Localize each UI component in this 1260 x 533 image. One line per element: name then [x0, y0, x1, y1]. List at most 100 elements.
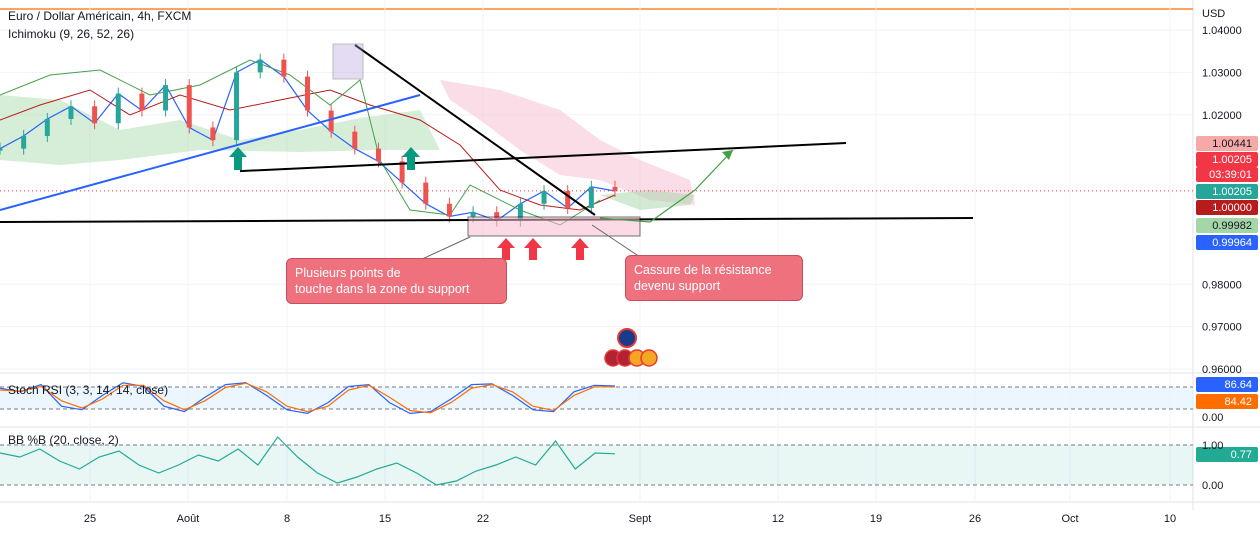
top-box	[332, 43, 364, 80]
candle-body	[375, 148, 381, 162]
red-up-arrow	[524, 238, 542, 260]
price-badge	[1196, 184, 1258, 199]
price-badge-label: 1.00000	[1212, 202, 1252, 214]
candle-body	[163, 85, 169, 111]
candle-body	[186, 85, 192, 128]
candle-body	[305, 76, 310, 111]
bb-tick: 1.00	[1202, 440, 1223, 452]
price-badge	[1196, 218, 1258, 233]
support-zone	[467, 216, 641, 237]
price-badge-label: 1.00441	[1212, 138, 1252, 150]
cloud-bullish	[0, 95, 440, 165]
price-badge	[1196, 167, 1258, 182]
x-tick-label: 15	[379, 513, 391, 525]
y-tick-label: 1.03000	[1202, 67, 1242, 79]
ascending-trendline	[0, 94, 421, 211]
candle-body	[257, 59, 263, 73]
stoch-d-value: 84.42	[1224, 396, 1252, 408]
callout-connector	[419, 236, 471, 261]
y-tick-label: 0.97000	[1202, 322, 1242, 334]
stoch-band	[0, 387, 1193, 409]
candle-body	[0, 148, 3, 151]
annotation-resistance-break[interactable]: Cassure de la résistance devenu support	[625, 255, 803, 301]
cloud-bullish-future	[600, 190, 695, 210]
resistance-line	[239, 142, 847, 173]
candle-body	[446, 203, 452, 217]
red-up-arrow	[571, 238, 589, 260]
bb-value: 0.77	[1231, 449, 1252, 461]
projection-arrow	[599, 149, 734, 223]
candle-body	[21, 135, 27, 149]
stoch-rsi-label: Stoch RSI (3, 3, 14, 14, close)	[8, 383, 169, 397]
x-tick-label: 26	[969, 513, 981, 525]
candle-body	[494, 212, 500, 221]
x-tick-label: 8	[284, 513, 290, 525]
x-tick-label: 10	[1164, 513, 1176, 525]
candle-body	[234, 72, 240, 141]
y-tick-label: 0.96000	[1202, 364, 1242, 376]
red-up-arrow	[497, 238, 515, 260]
price-badge-label: 03:39:01	[1209, 169, 1252, 181]
stoch-k-value: 86.64	[1224, 379, 1252, 391]
x-tick-label: 12	[772, 513, 784, 525]
descending-trendline	[354, 44, 596, 216]
price-badge	[1196, 235, 1258, 250]
candle-body	[115, 93, 121, 124]
price-badge	[1196, 136, 1258, 151]
price-badge	[1196, 200, 1258, 215]
y-tick-label: 0.98000	[1202, 279, 1242, 291]
candle-body	[399, 161, 405, 183]
x-tick-label: 25	[84, 513, 96, 525]
bb-pctb-line	[0, 436, 616, 486]
bb-badge	[1196, 447, 1258, 462]
x-tick-label: Sept	[629, 513, 652, 525]
candle-body	[328, 110, 334, 132]
green-up-arrow	[229, 147, 247, 170]
us-event-icon	[640, 349, 658, 367]
price-badge-label: 1.00205	[1212, 154, 1252, 166]
price-badge	[1196, 152, 1258, 167]
bb-tick: 0.00	[1202, 480, 1223, 492]
price-badge-label: 0.99964	[1212, 237, 1252, 249]
candle-body	[612, 186, 618, 192]
candle-body	[210, 127, 216, 141]
candle-body	[565, 191, 571, 208]
eu-event-icon	[617, 328, 637, 348]
chikou-line	[0, 59, 601, 226]
callout-connector	[591, 224, 641, 258]
candle-body	[470, 212, 476, 217]
price-badge-label: 0.99982	[1212, 220, 1252, 232]
candle-body	[423, 182, 429, 204]
kijun-line	[0, 89, 616, 211]
cloud-bearish	[440, 80, 695, 205]
bb-pctb-label: BB %B (20, close, 2)	[8, 433, 119, 447]
candle-body	[588, 186, 594, 208]
candle-body	[139, 93, 145, 111]
stoch-d-line	[0, 382, 615, 414]
candle-body	[281, 59, 287, 77]
stoch-k-line	[0, 382, 616, 415]
stoch-d-badge	[1196, 394, 1258, 409]
candle-body	[44, 118, 50, 136]
green-up-arrow	[402, 147, 420, 170]
candle-body	[68, 106, 74, 119]
x-tick-label: Oct	[1061, 513, 1078, 525]
candle-body	[352, 131, 358, 149]
candle-body	[517, 203, 523, 221]
bb-band	[0, 445, 1193, 485]
ichimoku-label: Ichimoku (9, 26, 52, 26)	[8, 27, 135, 41]
stoch-k-badge	[1196, 377, 1258, 392]
annotation-support-touches[interactable]: Plusieurs points de touche dans la zone …	[286, 258, 507, 304]
candle-body	[92, 106, 98, 124]
symbol-title: Euro / Dollar Américain, 4h, FXCM	[8, 9, 192, 23]
candle-body	[541, 191, 547, 204]
x-tick-label: Août	[177, 513, 200, 525]
y-tick-label: 1.02000	[1202, 110, 1242, 122]
price-badge-label: 1.00205	[1212, 186, 1252, 198]
x-tick-label: 22	[477, 513, 489, 525]
projection-arrow-head	[722, 150, 733, 160]
currency-label: USD	[1202, 8, 1225, 20]
x-tick-label: 19	[870, 513, 882, 525]
y-tick-label: 1.04000	[1202, 25, 1242, 37]
